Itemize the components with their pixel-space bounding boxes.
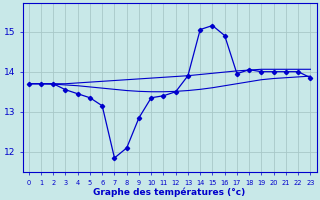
- X-axis label: Graphe des températures (°c): Graphe des températures (°c): [93, 187, 246, 197]
